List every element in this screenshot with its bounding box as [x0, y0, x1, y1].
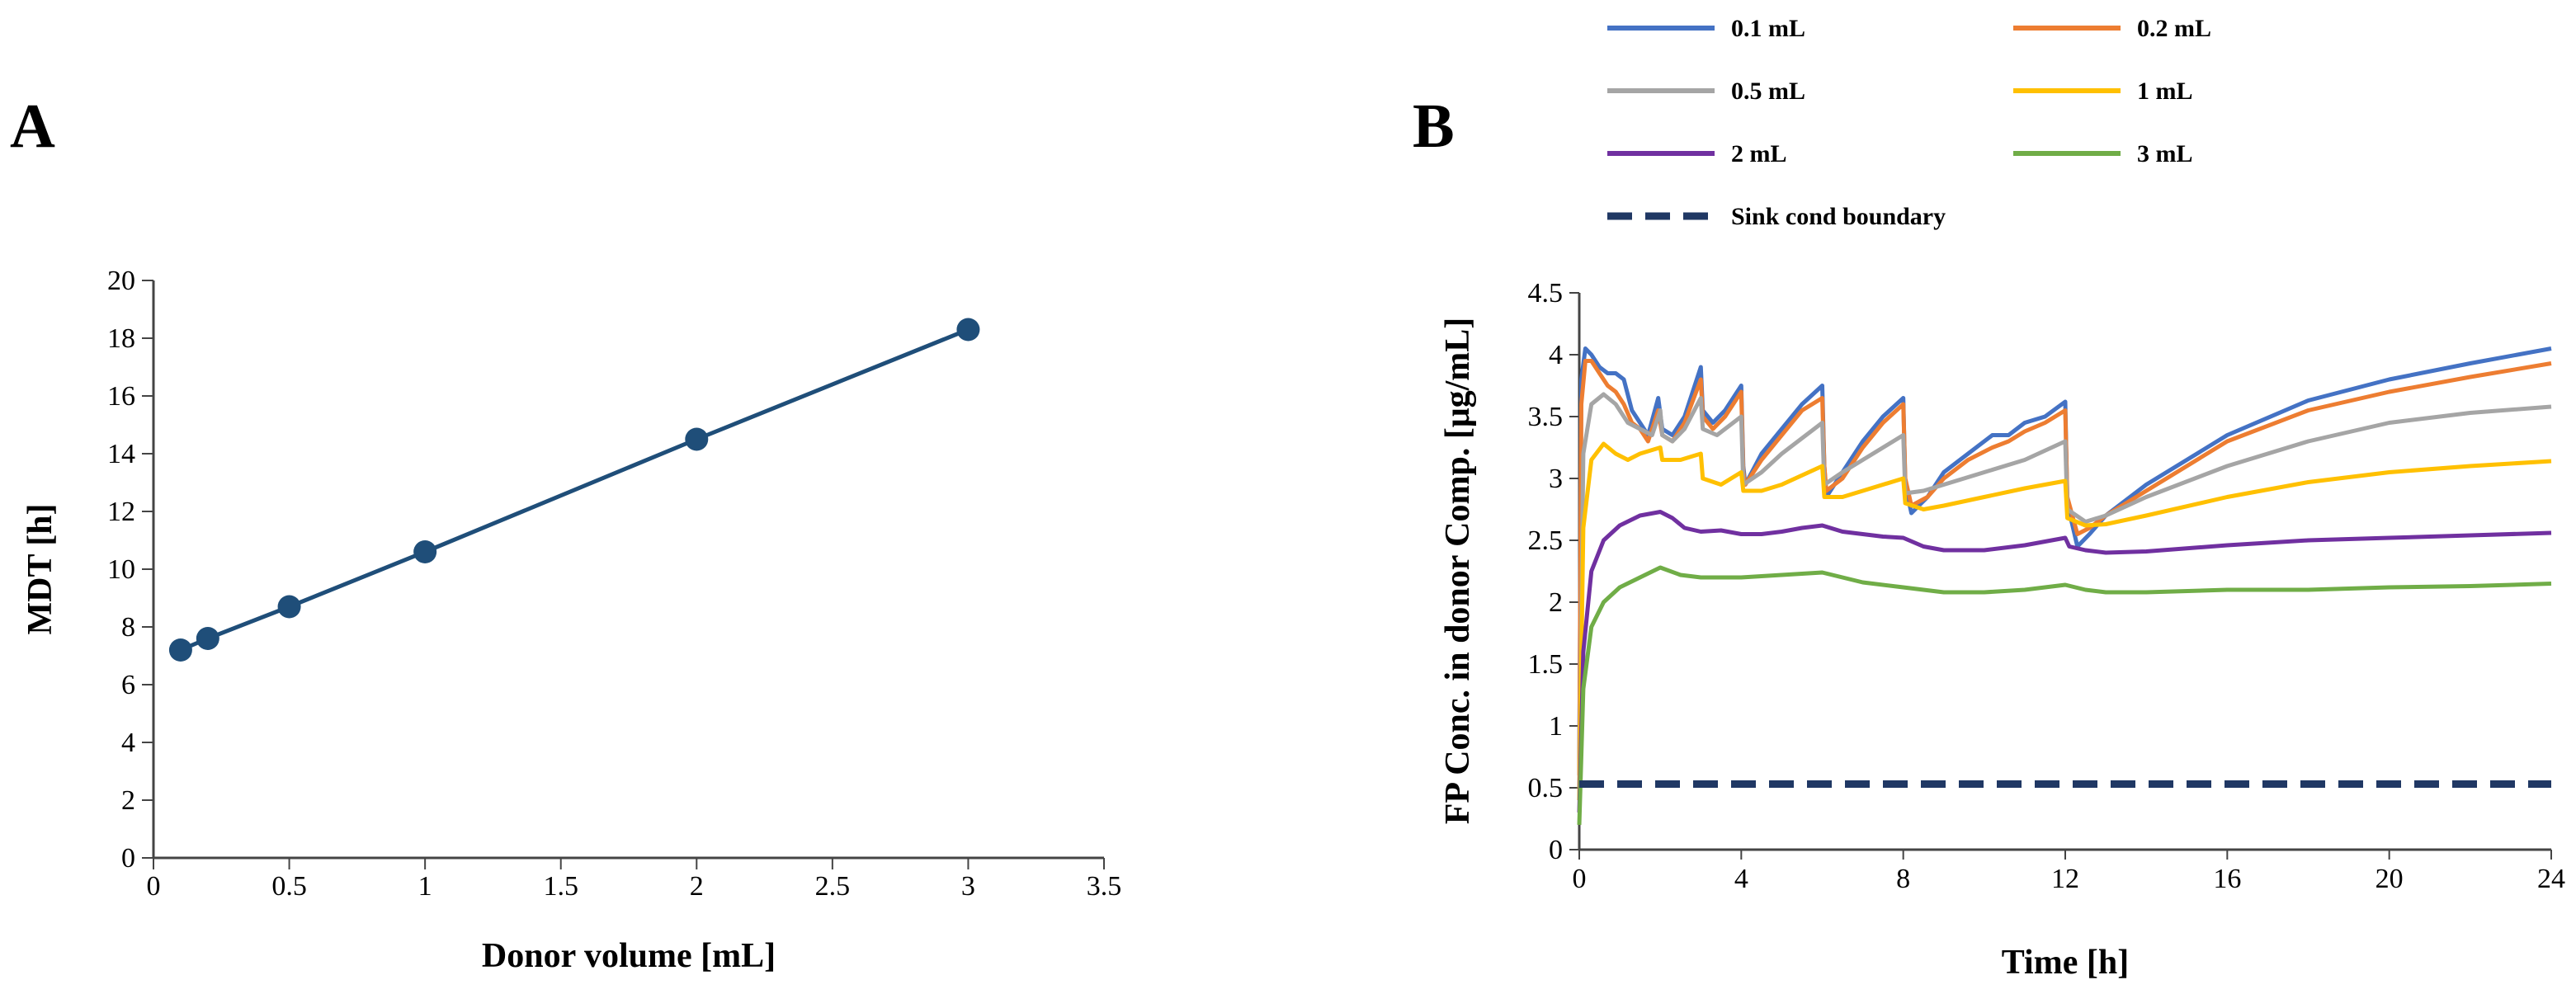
panel-a-y-title: MDT [h] [21, 503, 59, 634]
panel-b-y-tick-label: 2.5 [1528, 525, 1564, 556]
panel-a-y-tick-label: 6 [121, 670, 135, 700]
panel-b-x-tick-label: 20 [2375, 864, 2404, 894]
panel-a-x-tick-label: 2 [690, 871, 704, 902]
panel-a-y-tick-label: 0 [121, 843, 135, 874]
panel-a-x-tick-label: 0 [147, 871, 161, 902]
panel-a-data-point [277, 595, 301, 619]
panel-a-x-tick-label: 3 [961, 871, 975, 902]
legend-label-sink-cond-boundary: Sink cond boundary [1731, 203, 1946, 230]
panel-a-data-point [196, 627, 219, 650]
legend-label-1-ml: 1 mL [2137, 78, 2193, 105]
panel-b-y-tick-label: 0.5 [1528, 773, 1564, 803]
panel-b-y-tick-label: 2 [1549, 587, 1563, 618]
panel-b-y-title: FP Conc. in donor Comp. [μg/mL] [1439, 318, 1477, 825]
panel-b-y-tick-label: 4 [1549, 340, 1563, 370]
panel-b-series-line-2-ml [1577, 510, 2552, 813]
panel-a-y-tick-label: 16 [107, 381, 135, 412]
panel-a-y-tick-label: 12 [107, 497, 135, 527]
legend-label-3-ml: 3 mL [2137, 140, 2193, 167]
panel-a-data-point [168, 638, 192, 662]
panel-a-x-tick-label: 1 [418, 871, 432, 902]
panel-a-data-point [685, 427, 709, 451]
panel-a-y-tick-label: 14 [107, 439, 135, 469]
panel-b-y-tick-label: 3.5 [1528, 402, 1564, 432]
panel-a-y-tick-label: 20 [107, 266, 135, 296]
panel-a-data-point [413, 540, 437, 563]
panel-b-x-tick-label: 8 [1896, 864, 1910, 894]
panel-a-x-tick-label: 2.5 [815, 871, 851, 902]
legend-label-2-ml: 2 mL [1731, 140, 1787, 167]
panel-b-series-line-0-5-ml [1577, 392, 2552, 789]
panel-a-chart: A 0 2 4 6 8 10 12 14 16 18 20 0 0.5 1 1.5 2 2.5 3 3.5 Don… [10, 92, 1121, 975]
panel-b-x-tick-label: 12 [2051, 864, 2079, 894]
panel-b-series-line-0-2-ml [1577, 359, 2552, 776]
panel-a-y-tick-label: 18 [107, 323, 135, 354]
panel-a-y-tick-label: 8 [121, 612, 135, 643]
panel-a-data-point [956, 318, 980, 342]
panel-b-x-tick-label: 24 [2537, 864, 2565, 894]
panel-b-series-line-1-ml [1577, 441, 2552, 801]
panel-a-x-tick-label: 3.5 [1087, 871, 1122, 902]
panel-a-x-title: Donor volume [mL] [482, 937, 776, 975]
panel-b-x-tick-label: 0 [1573, 864, 1587, 894]
panel-b-x-tick-label: 4 [1734, 864, 1748, 894]
panel-b-chart: B 0.1 mL 0.2 mL 0.5 mL 1 mL 2 mL 3 mL Sink con… [1413, 15, 2565, 982]
panel-b-y-tick-label: 3 [1549, 464, 1563, 494]
panel-a-label: A [10, 92, 55, 161]
panel-b-y-tick-label: 1.5 [1528, 649, 1564, 680]
panel-b-label: B [1413, 92, 1455, 161]
panel-a-y-tick-label: 2 [121, 785, 135, 816]
panel-b-legend: 0.1 mL 0.2 mL 0.5 mL 1 mL 2 mL 3 mL Sink cond … [1607, 15, 2211, 230]
panel-b-x-tick-label: 16 [2213, 864, 2241, 894]
panel-b-y-tick-label: 0 [1549, 835, 1563, 865]
legend-label-0-5-ml: 0.5 mL [1731, 78, 1805, 105]
panel-a-x-tick-label: 1.5 [543, 871, 578, 902]
legend-label-0-1-ml: 0.1 mL [1731, 15, 1805, 42]
panel-a-y-tick-label: 4 [121, 728, 135, 758]
panel-a-x-tick-label: 0.5 [271, 871, 307, 902]
panel-b-x-title: Time [h] [2002, 944, 2129, 982]
panel-b-y-tick-label: 1 [1549, 711, 1563, 742]
panel-b-series-line-3-ml [1577, 565, 2552, 826]
panel-a-y-tick-label: 10 [107, 554, 135, 585]
panel-b-y-tick-label: 4.5 [1528, 278, 1564, 309]
legend-label-0-2-ml: 0.2 mL [2137, 15, 2211, 42]
